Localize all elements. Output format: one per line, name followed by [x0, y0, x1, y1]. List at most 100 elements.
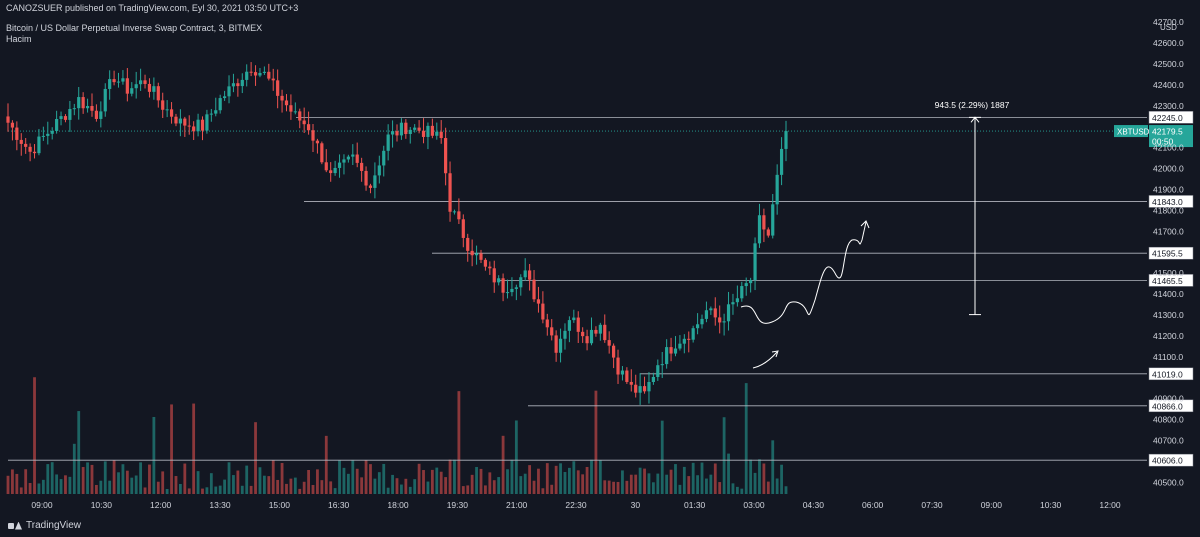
- volume-bar: [731, 483, 735, 494]
- volume-bar: [355, 468, 359, 494]
- candle-body: [417, 127, 421, 131]
- volume-bar: [258, 467, 262, 494]
- time-tick-label: 09:00: [31, 500, 53, 510]
- projection-path: [740, 221, 867, 324]
- tradingview-brand[interactable]: TradingView: [8, 520, 81, 531]
- volume-bar: [139, 462, 143, 494]
- projection-arrow-icon: [860, 220, 870, 229]
- candle-body: [271, 78, 275, 81]
- candle-body: [6, 116, 10, 123]
- candle-body: [634, 384, 638, 393]
- level-badge: [1148, 195, 1194, 208]
- candles: [6, 62, 788, 405]
- volume-bar: [170, 404, 173, 494]
- volume-bar: [718, 482, 722, 494]
- volume-bar: [523, 473, 527, 494]
- volume-bar: [391, 474, 394, 494]
- volume-bar: [201, 488, 204, 494]
- candle-body: [280, 95, 284, 101]
- price-tick-label: 41700.0: [1153, 226, 1184, 236]
- volume-bar: [709, 474, 713, 494]
- candle-body: [404, 122, 408, 134]
- candle-body: [68, 109, 72, 120]
- volume-bar: [254, 422, 257, 494]
- volume-bar: [629, 474, 633, 494]
- volume-bar: [33, 377, 36, 494]
- candle-body: [519, 277, 523, 288]
- price-tick-label: 41900.0: [1153, 185, 1184, 195]
- candle-body: [32, 151, 37, 154]
- candle-body: [479, 253, 483, 260]
- candle-body: [200, 119, 205, 131]
- candle-body: [523, 270, 527, 278]
- candle-body: [704, 310, 709, 319]
- volume-bar: [470, 474, 474, 494]
- price-tick-label: 41100.0: [1153, 352, 1183, 362]
- volume-bar: [590, 459, 593, 494]
- candle-body: [444, 138, 448, 174]
- candle-body: [541, 303, 545, 320]
- price-tick-label: 42700.0: [1153, 17, 1184, 27]
- volume-bar: [329, 481, 333, 494]
- volume-bar: [448, 459, 452, 494]
- candle-body: [63, 116, 68, 120]
- candle-body: [161, 100, 165, 110]
- volume-bar: [404, 478, 408, 494]
- candle-body: [227, 86, 231, 97]
- volume-bar: [249, 485, 253, 494]
- candle-body: [41, 135, 45, 137]
- volume-bar: [572, 461, 576, 494]
- volume-bar: [373, 478, 377, 494]
- volume-bar: [6, 475, 10, 494]
- candle-body: [660, 364, 664, 366]
- time-tick-label: 21:00: [506, 500, 528, 510]
- price-tick-label: 42100.0: [1153, 143, 1184, 153]
- candle-body: [130, 88, 134, 94]
- price-tick-label: 41300.0: [1153, 310, 1184, 320]
- volume-bar: [99, 480, 103, 494]
- drawings: 943.5 (2.29%) 1887: [740, 98, 1010, 369]
- volume-bar: [634, 474, 638, 494]
- volume-bar: [753, 472, 757, 494]
- time-tick-label: 07:30: [921, 500, 943, 510]
- candle-body: [510, 288, 514, 293]
- volume-bar: [696, 475, 699, 494]
- volume-bar: [691, 462, 695, 494]
- price-tick-label: 41400.0: [1153, 289, 1184, 299]
- candle-body: [152, 86, 156, 92]
- candle-body: [99, 111, 103, 119]
- time-tick-label: 03:00: [743, 500, 765, 510]
- symbol-label: XBTUSD: [1117, 128, 1150, 137]
- candle-body: [572, 317, 576, 321]
- candle-body: [147, 83, 152, 92]
- candle-body: [492, 268, 496, 283]
- volume-bar: [346, 473, 350, 494]
- candle-body: [665, 347, 669, 365]
- volume-bar: [563, 472, 567, 494]
- volume-bar: [541, 488, 545, 494]
- volume-bar: [360, 477, 364, 494]
- volume-bar: [775, 478, 779, 494]
- time-axis: 09:00 10:30 12:00 13:30 15:00 16:30 18:00 19:30…: [31, 500, 1121, 510]
- candle-body: [620, 370, 625, 375]
- candle-body: [77, 97, 81, 109]
- level-badge: [1148, 274, 1194, 287]
- level-badge: [1148, 367, 1194, 381]
- volume-bar: [227, 462, 231, 494]
- volume-bar: [422, 470, 425, 494]
- candle-body: [289, 105, 293, 112]
- candle-body: [766, 229, 770, 236]
- level-badge: [1148, 246, 1194, 260]
- candle-body: [638, 386, 642, 393]
- volume-bar: [240, 485, 244, 494]
- price-tick-label: 41500.0: [1153, 268, 1184, 278]
- candle-body: [514, 287, 518, 289]
- volume-bar: [90, 464, 94, 494]
- tradingview-logo-icon: [8, 521, 22, 531]
- volume-bar: [161, 471, 165, 494]
- indicator-label[interactable]: Hacim: [6, 34, 32, 44]
- currency-label: USD: [1160, 23, 1177, 32]
- candle-body: [749, 280, 753, 284]
- volume-bar: [444, 477, 448, 494]
